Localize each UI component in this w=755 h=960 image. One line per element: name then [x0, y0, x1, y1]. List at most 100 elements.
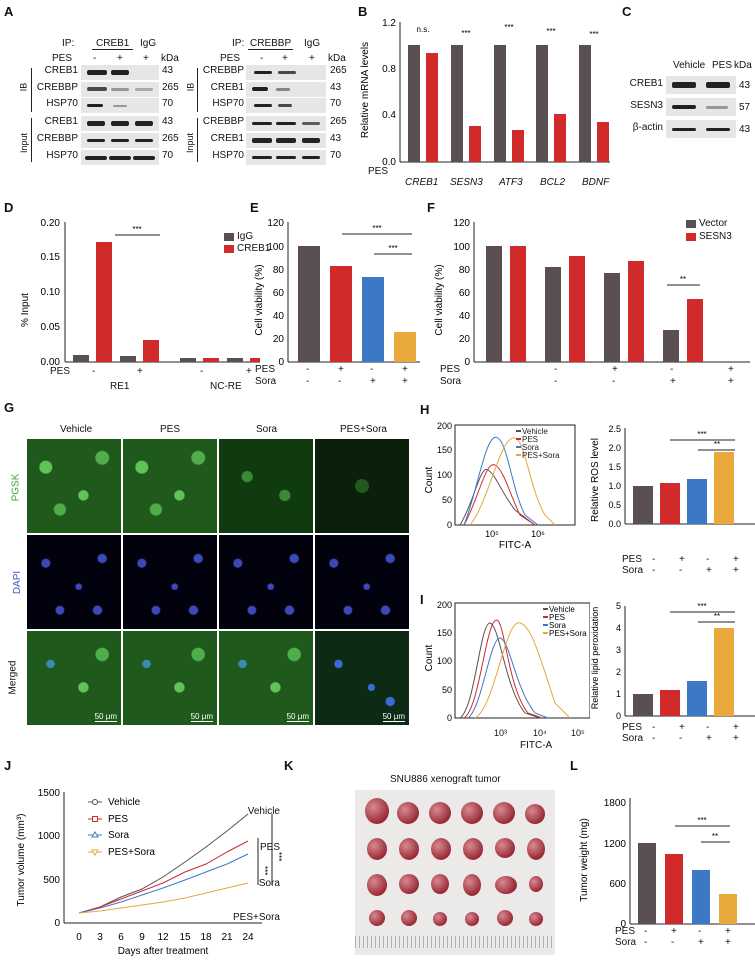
- blot-strip: [246, 133, 326, 148]
- blot-strip: [246, 65, 326, 80]
- svg-text:120: 120: [453, 218, 470, 229]
- sora-state: -: [554, 376, 558, 387]
- svg-text:2.0: 2.0: [608, 443, 621, 453]
- svg-text:Relative lipid peroxidation: Relative lipid peroxidation: [590, 607, 600, 710]
- svg-text:1.2: 1.2: [382, 18, 396, 29]
- sora-state: +: [670, 376, 676, 387]
- row-label: Sora: [258, 878, 280, 889]
- micrograph-pgsk-pes: [122, 438, 218, 534]
- sora-state: -: [652, 733, 656, 744]
- svg-text:120: 120: [267, 218, 284, 229]
- panel-letter-b: B: [358, 4, 368, 19]
- column-label: Sora: [256, 424, 278, 435]
- svg-text:***: ***: [260, 866, 269, 875]
- svg-text:100: 100: [267, 242, 284, 253]
- svg-text:Cell viability (%): Cell viability (%): [254, 264, 265, 335]
- group-label: NC-RE: [210, 381, 242, 392]
- sora-state: +: [706, 733, 712, 744]
- legend-label: Vector: [699, 218, 728, 229]
- gene-label: BCL2: [540, 177, 566, 188]
- svg-text:0.20: 0.20: [41, 218, 61, 229]
- sora-state: +: [728, 376, 734, 387]
- svg-text:***: ***: [504, 23, 513, 32]
- scale-bar: 50 μm: [190, 712, 213, 722]
- kda-value: 43: [330, 82, 342, 93]
- x-tick: 10⁵: [571, 728, 585, 738]
- blot-row-label: CREB1: [44, 116, 78, 127]
- sora-state: -: [644, 937, 648, 948]
- pes-state: +: [338, 364, 344, 375]
- panel-letter-d: D: [4, 200, 14, 215]
- sora-label: Sora: [622, 565, 644, 576]
- scale-bar: 50 μm: [286, 712, 309, 722]
- svg-text:3: 3: [97, 932, 103, 943]
- svg-text:1: 1: [616, 689, 621, 699]
- panel-letter-a: A: [4, 4, 14, 19]
- svg-text:***: ***: [461, 29, 470, 38]
- svg-text:4: 4: [616, 623, 621, 633]
- svg-text:1800: 1800: [604, 798, 627, 809]
- svg-text:50: 50: [442, 495, 452, 505]
- sora-state: -: [652, 565, 656, 576]
- svg-text:Count: Count: [424, 466, 435, 493]
- svg-text:1.5: 1.5: [608, 462, 621, 472]
- sora-label: Sora: [615, 937, 637, 948]
- svg-text:60: 60: [273, 288, 285, 299]
- sora-state: -: [671, 937, 675, 948]
- kda-value: 265: [162, 133, 179, 144]
- svg-text:100: 100: [437, 470, 452, 480]
- pes-state: +: [733, 722, 739, 733]
- blot-row-label: CREBBP: [202, 116, 244, 127]
- svg-text:18: 18: [200, 932, 212, 943]
- row-label: PES+Sora: [233, 912, 280, 923]
- sora-label: Sora: [622, 733, 644, 744]
- row-label: PES: [259, 842, 280, 853]
- pes-label: PES: [622, 554, 643, 565]
- input-group-label: Input: [19, 132, 30, 154]
- blot-row-label: β-actin: [632, 122, 663, 133]
- x-tick: 10⁴: [533, 728, 547, 738]
- pes-label: PES: [50, 366, 71, 377]
- blot-strip: [246, 82, 326, 97]
- column-label: PES+Sora: [340, 424, 387, 435]
- blot-strip: [81, 65, 159, 80]
- pes-state: +: [117, 53, 123, 64]
- sora-label: Sora: [255, 376, 277, 387]
- svg-text:0: 0: [447, 520, 452, 530]
- svg-text:9: 9: [139, 932, 145, 943]
- blot-strip: [81, 82, 159, 97]
- svg-text:150: 150: [437, 628, 452, 638]
- gene-label: CREB1: [405, 177, 439, 188]
- svg-text:0: 0: [464, 357, 470, 368]
- svg-text:200: 200: [437, 421, 452, 431]
- kda-value: 70: [330, 150, 342, 161]
- svg-text:***: ***: [546, 27, 555, 36]
- svg-text:FITC-A: FITC-A: [499, 540, 532, 550]
- panel-l-bar-chart: Tumor weight (mg) 0 600 1200 1800 *** **: [579, 798, 755, 930]
- ip-target: CREBBP: [248, 38, 294, 50]
- kda-value: 43: [739, 124, 751, 135]
- svg-text:0.8: 0.8: [382, 64, 396, 75]
- micrograph-dapi-vehicle: [26, 534, 122, 630]
- pes-state: +: [733, 554, 739, 565]
- micrograph-merged-vehicle: 50 μm: [26, 630, 122, 726]
- blot-row-label: SESN3: [630, 100, 663, 111]
- svg-text:***: ***: [274, 852, 283, 861]
- svg-text:15: 15: [179, 932, 191, 943]
- panel-f-bar-chart: Cell viability (%) 0 20 40 60 80 100 120 **: [434, 218, 750, 368]
- svg-text:Cell viability (%): Cell viability (%): [434, 264, 445, 335]
- panel-letter-g: G: [4, 400, 15, 415]
- column-label: PES: [160, 424, 181, 435]
- svg-text:Vehicle: Vehicle: [549, 605, 575, 614]
- blot-strip: [81, 116, 159, 131]
- kda-value: 43: [739, 80, 751, 91]
- pes-state: +: [246, 366, 252, 377]
- svg-text:Relative ROS level: Relative ROS level: [590, 438, 601, 522]
- micrograph-merged-pes: 50 μm: [122, 630, 218, 726]
- svg-text:24: 24: [242, 932, 254, 943]
- svg-text:600: 600: [609, 879, 626, 890]
- sora-label: Sora: [440, 376, 462, 387]
- svg-text:PES+Sora: PES+Sora: [108, 847, 155, 858]
- blot-strip: [666, 98, 736, 116]
- svg-text:150: 150: [437, 445, 452, 455]
